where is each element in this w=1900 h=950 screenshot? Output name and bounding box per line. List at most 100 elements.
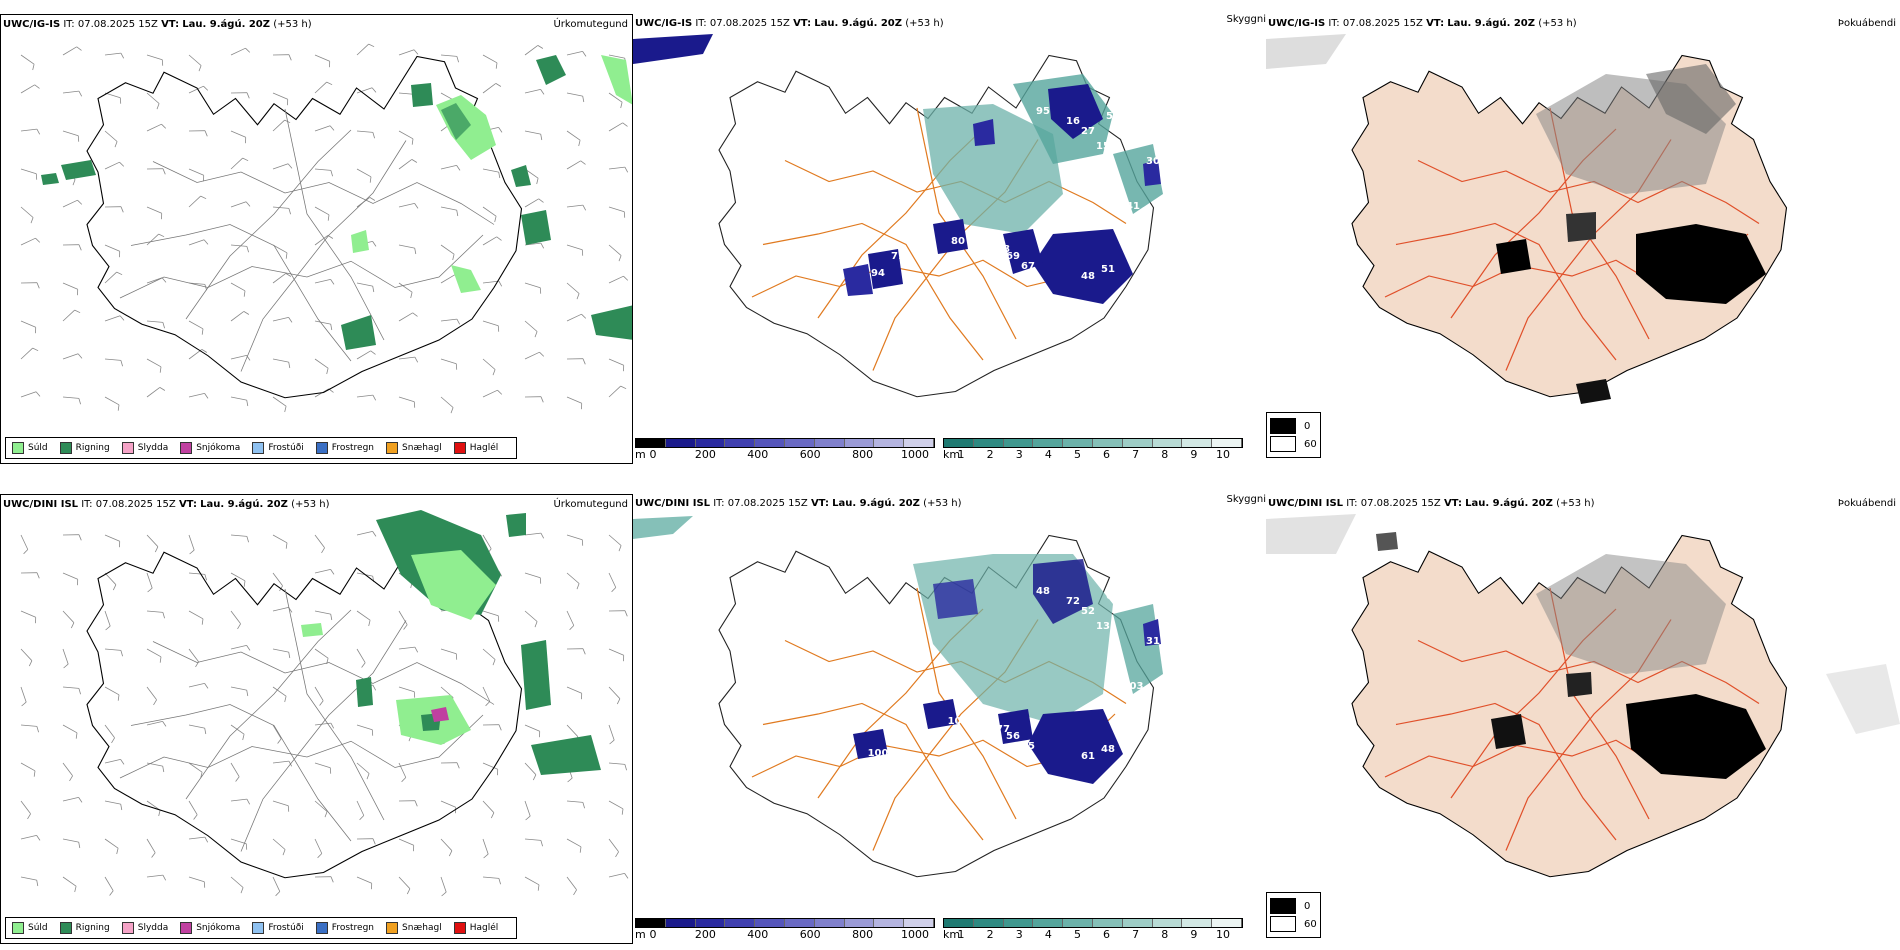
legend-swatch (386, 922, 399, 934)
colorbar-tick: 600 (799, 448, 821, 461)
panel-header: UWC/IG-IS IT: 07.08.2025 15Z VT: Lau. 9.… (3, 19, 312, 30)
colorbar-segment (973, 919, 1004, 927)
visibility-colorbar: km 1 2 3 4 5 6 7 8 9 10 (943, 918, 1243, 941)
visibility-colorbar: km 1 2 3 4 5 6 7 8 9 10 (943, 438, 1243, 461)
colorbar-segment (1003, 919, 1034, 927)
legend-item: Frostregn (315, 442, 374, 454)
cloudbase-colorbar: m 0 200 400 600 800 1000 (635, 438, 935, 461)
cloud-base-value: 30 (1146, 156, 1160, 167)
colorbar-tick: 200 (694, 448, 716, 461)
colorbar-tick: 3 (1015, 928, 1023, 941)
cloud-base-value: 48 (1036, 586, 1050, 597)
colorbar-segment (1152, 439, 1183, 447)
colorbar-tick: 5 (1073, 928, 1081, 941)
colorbar-segment (1182, 919, 1213, 927)
colorbar-unit: km (943, 448, 961, 461)
legend-swatch (386, 442, 399, 454)
colorbar-segment (844, 439, 875, 447)
legend-label: Súld (28, 443, 48, 453)
fog-key-label: 60 (1304, 438, 1317, 450)
colorbar-segment (904, 439, 934, 447)
precip-areas (41, 55, 632, 350)
fog-key-row: 60 (1270, 916, 1317, 932)
cloud-base-value: 95 (1036, 106, 1050, 117)
panel-header: UWC/IG-IS IT: 07.08.2025 15Z VT: Lau. 9.… (1268, 18, 1577, 29)
visibility-panel-row1: UWC/IG-IS IT: 07.08.2025 15Z VT: Lau. 9.… (633, 14, 1266, 464)
precip-title: Úrkomutegund (553, 499, 628, 510)
legend-item: Rigning (59, 922, 110, 934)
colorbar-segment (636, 439, 666, 447)
cloud-base-value: 50 (1106, 111, 1120, 122)
legend-label: Snæhagl (402, 443, 442, 453)
fog-key-swatch (1270, 916, 1296, 932)
fog-key-row: 60 (1270, 436, 1317, 452)
colorbar-segment (1092, 919, 1123, 927)
colorbar-tick: 4 (1044, 928, 1052, 941)
colorbar-segment (1033, 919, 1064, 927)
colorbar-segment (695, 439, 726, 447)
visibility-areas (853, 554, 1163, 784)
legend-label: Snæhagl (402, 923, 442, 933)
legend-label: Haglél (469, 443, 499, 453)
legend-swatch (453, 922, 466, 934)
fog-panel-row2: UWC/DINI ISL IT: 07.08.2025 15Z VT: Lau.… (1266, 494, 1900, 944)
fog-areas (1376, 532, 1766, 779)
legend-label: Súld (28, 923, 48, 933)
cloud-base-value: 61 (1106, 591, 1120, 602)
cloud-base-value: 15 (1096, 141, 1110, 152)
legend-label: Rigning (75, 923, 110, 933)
cloud-base-value: 95 (1021, 741, 1035, 752)
colorbar-segment (973, 439, 1004, 447)
cloud-base-value: 46 (891, 731, 905, 742)
colorbar-tick: 1000 (901, 448, 929, 461)
colorbar-segment (665, 439, 696, 447)
fog-key-row: 0 (1270, 418, 1317, 434)
cloud-base-value: 107 (948, 716, 969, 727)
panel-header: UWC/IG-IS IT: 07.08.2025 15Z VT: Lau. 9.… (635, 18, 944, 29)
fog-areas (1496, 64, 1766, 404)
colorbar-tick: 800 (852, 448, 874, 461)
fog-key-row: 0 (1270, 898, 1317, 914)
colorbar-segment (1122, 439, 1153, 447)
fog-key-swatch (1270, 436, 1296, 452)
cloud-base-value: 48 (1101, 744, 1115, 755)
fog-key-swatch (1270, 418, 1296, 434)
cloud-base-value: 67 (1021, 261, 1035, 272)
legend-item: Haglél (453, 922, 498, 934)
colorbar-segment (904, 919, 934, 927)
panel-header: UWC/DINI ISL IT: 07.08.2025 15Z VT: Lau.… (635, 498, 962, 509)
precip-title: Úrkomutegund (553, 19, 628, 30)
legend-label: Rigning (75, 443, 110, 453)
cloud-base-value: 61 (1081, 751, 1095, 762)
legend-item: Snæhagl (386, 442, 442, 454)
legend-swatch (180, 442, 193, 454)
colorbar-unit: m (635, 448, 646, 461)
colorbar-segment (944, 919, 974, 927)
colorbar-tick: 0 (649, 928, 657, 941)
legend-swatch (315, 442, 328, 454)
colorbar-tick: 0 (649, 448, 657, 461)
colorbar-segment (725, 439, 756, 447)
legend-swatch (121, 922, 134, 934)
colorbar-tick: 400 (747, 928, 769, 941)
precip-panel-row2: UWC/DINI ISL IT: 07.08.2025 15Z VT: Lau.… (0, 494, 633, 944)
cloud-base-value: 94 (871, 268, 885, 279)
legend-item: Snjókoma (180, 442, 240, 454)
fog-map (1266, 514, 1900, 878)
colorbar-tick: 9 (1190, 448, 1198, 461)
colorbar-segment (1152, 919, 1183, 927)
precip-panel-row1: UWC/IG-IS IT: 07.08.2025 15Z VT: Lau. 9.… (0, 14, 633, 464)
fog-key-label: 0 (1304, 900, 1311, 912)
cloud-base-value: 10 (1131, 101, 1145, 112)
legend-label: Slydda (137, 443, 169, 453)
cloud-base-value: 64 (1131, 581, 1145, 592)
colorbar-segment (784, 439, 815, 447)
fog-title: Þokuábendi (1837, 498, 1896, 509)
legend-swatch (453, 442, 466, 454)
colorbar-segment (784, 919, 815, 927)
colorbar-tick: 800 (852, 928, 874, 941)
cloud-base-value: 13 (1096, 621, 1110, 632)
fog-key-label: 60 (1304, 918, 1317, 930)
